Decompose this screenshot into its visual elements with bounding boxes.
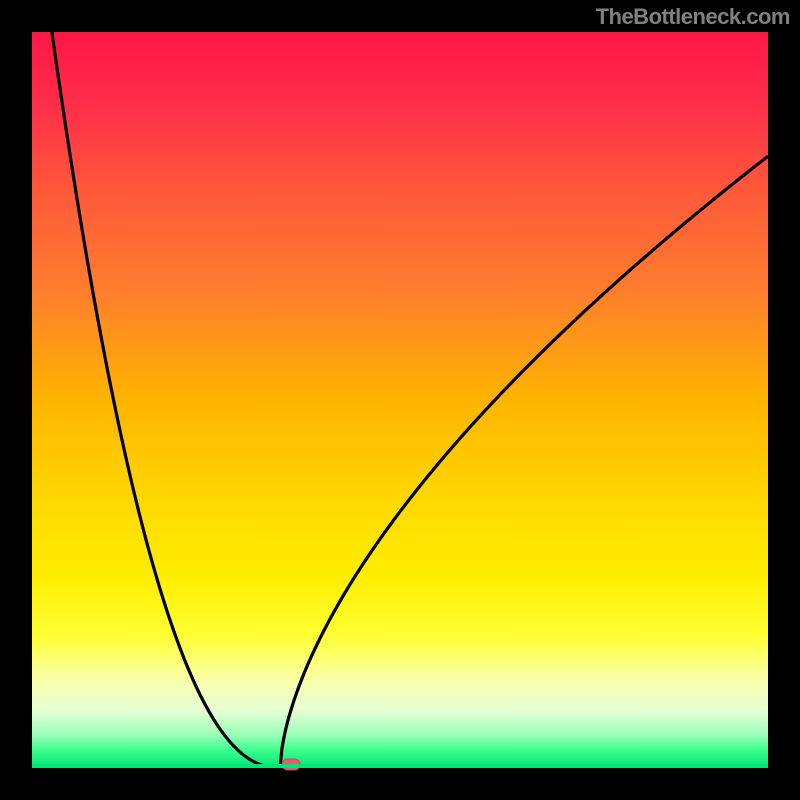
watermark-text: TheBottleneck.com (596, 4, 790, 30)
bottleneck-curve-chart (0, 0, 800, 800)
chart-container: TheBottleneck.com (0, 0, 800, 800)
baseline-strip (32, 764, 768, 768)
plot-background (32, 32, 768, 768)
